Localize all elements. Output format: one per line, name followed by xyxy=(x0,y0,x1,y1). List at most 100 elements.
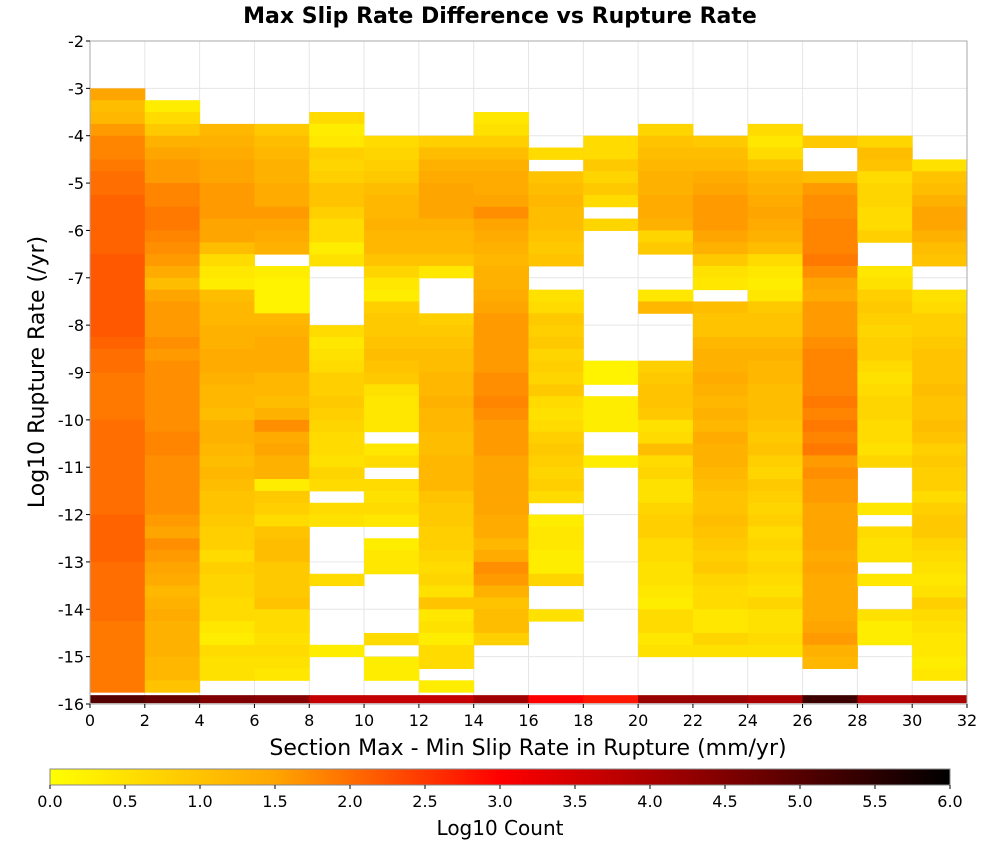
heatmap-cell xyxy=(144,336,201,350)
heatmap-cell xyxy=(747,289,804,302)
heatmap-bottom-cell xyxy=(254,695,310,704)
heatmap-cell xyxy=(857,396,913,409)
heatmap-cell xyxy=(912,348,968,362)
heatmap-cell xyxy=(364,360,420,373)
heatmap-cell xyxy=(90,455,146,468)
heatmap-bottom-cell xyxy=(418,695,475,704)
x-tick-label: 30 xyxy=(902,711,922,730)
heatmap-cell xyxy=(199,561,255,575)
heatmap-cell xyxy=(692,585,749,598)
heatmap-cell xyxy=(309,573,365,587)
heatmap-cell xyxy=(90,336,146,350)
heatmap-cell xyxy=(418,384,475,397)
heatmap-cell xyxy=(912,313,968,326)
heatmap-cell xyxy=(254,609,310,622)
heatmap-cell xyxy=(144,408,201,421)
heatmap-cell xyxy=(802,171,858,184)
heatmap-cell xyxy=(912,396,968,409)
heatmap-cell xyxy=(802,644,858,658)
heatmap-cell xyxy=(583,408,639,421)
heatmap-cell xyxy=(473,194,529,208)
y-tick-label: -2 xyxy=(68,32,84,51)
heatmap-cell xyxy=(418,431,475,445)
heatmap-cell xyxy=(802,242,858,255)
heatmap-cell xyxy=(802,621,858,634)
heatmap-cell xyxy=(199,467,255,480)
heatmap-cell xyxy=(692,479,749,492)
heatmap-cell xyxy=(254,194,310,208)
heatmap-cell xyxy=(747,123,804,137)
heatmap-cell xyxy=(364,372,420,385)
heatmap-cell xyxy=(857,147,913,160)
heatmap-cell xyxy=(802,443,858,456)
heatmap-cell xyxy=(912,632,968,646)
heatmap-cell xyxy=(692,230,749,243)
heatmap-cell xyxy=(638,621,694,634)
heatmap-cell xyxy=(144,218,201,231)
heatmap-cell xyxy=(638,573,694,587)
heatmap-cell xyxy=(90,88,146,101)
heatmap-cell xyxy=(418,254,475,267)
heatmap-cell xyxy=(747,597,804,610)
heatmap-cell xyxy=(90,265,146,279)
heatmap-cell xyxy=(692,372,749,385)
heatmap-cell xyxy=(364,313,420,326)
heatmap-cell xyxy=(692,467,749,480)
y-tick-label: -13 xyxy=(58,553,84,572)
heatmap-cell xyxy=(473,254,529,267)
heatmap-cell xyxy=(254,656,310,669)
heatmap-cell xyxy=(90,218,146,231)
heatmap-cell xyxy=(638,514,694,527)
heatmap-cell xyxy=(802,183,858,196)
heatmap-cell xyxy=(802,277,858,291)
heatmap-cell xyxy=(90,632,146,646)
heatmap-cell xyxy=(309,644,365,658)
heatmap-cell xyxy=(309,112,365,125)
heatmap-cell xyxy=(418,265,475,279)
heatmap-cell xyxy=(638,171,694,184)
heatmap-cell xyxy=(747,419,804,433)
heatmap-cell xyxy=(199,289,255,302)
heatmap-cell xyxy=(583,419,639,433)
heatmap-cell xyxy=(144,609,201,622)
heatmap-cell xyxy=(638,431,694,445)
heatmap-cell xyxy=(473,325,529,338)
heatmap-cell xyxy=(802,408,858,421)
colorbar-tick-label: 2.5 xyxy=(412,792,437,811)
heatmap-cell xyxy=(747,561,804,575)
heatmap-cell xyxy=(144,561,201,575)
heatmap-cell xyxy=(857,171,913,184)
heatmap-cell xyxy=(90,301,146,314)
heatmap-cell xyxy=(254,502,310,516)
heatmap-cell xyxy=(638,609,694,622)
heatmap-cell xyxy=(802,325,858,338)
heatmap-cell xyxy=(528,609,584,622)
heatmap-cell xyxy=(418,408,475,421)
x-tick-label: 26 xyxy=(792,711,812,730)
heatmap-cell xyxy=(144,289,201,302)
heatmap-cell xyxy=(692,561,749,575)
heatmap-cell xyxy=(254,277,310,291)
colorbar-tick-label: 5.0 xyxy=(787,792,812,811)
heatmap-cell xyxy=(747,277,804,291)
heatmap-cell xyxy=(418,479,475,492)
heatmap-cell xyxy=(254,348,310,362)
heatmap-cell xyxy=(473,384,529,397)
x-tick-label: 18 xyxy=(573,711,593,730)
heatmap-cell xyxy=(857,230,913,243)
heatmap-cell xyxy=(747,194,804,208)
heatmap-cell xyxy=(692,135,749,149)
heatmap-cell xyxy=(528,336,584,350)
heatmap-cell xyxy=(254,585,310,598)
heatmap-cell xyxy=(802,490,858,504)
heatmap-cell xyxy=(254,455,310,468)
y-tick-label: -14 xyxy=(58,600,84,619)
heatmap-cell xyxy=(309,171,365,184)
heatmap-cell xyxy=(90,396,146,409)
x-tick-label: 8 xyxy=(304,711,314,730)
heatmap-cell xyxy=(254,490,310,504)
heatmap-cell xyxy=(90,171,146,184)
heatmap-cell xyxy=(144,183,201,196)
heatmap-cell xyxy=(857,289,913,302)
heatmap-cell xyxy=(254,526,310,539)
